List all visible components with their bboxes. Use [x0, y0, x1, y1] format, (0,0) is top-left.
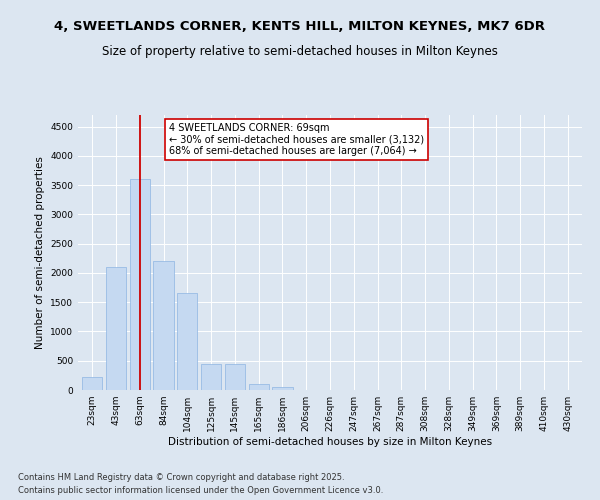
Text: 4, SWEETLANDS CORNER, KENTS HILL, MILTON KEYNES, MK7 6DR: 4, SWEETLANDS CORNER, KENTS HILL, MILTON…: [55, 20, 545, 33]
Y-axis label: Number of semi-detached properties: Number of semi-detached properties: [35, 156, 44, 349]
Text: Contains HM Land Registry data © Crown copyright and database right 2025.: Contains HM Land Registry data © Crown c…: [18, 474, 344, 482]
Bar: [177, 294, 197, 390]
Bar: [154, 262, 173, 390]
Bar: [272, 387, 293, 390]
Text: Size of property relative to semi-detached houses in Milton Keynes: Size of property relative to semi-detach…: [102, 45, 498, 58]
Bar: [225, 364, 245, 390]
Bar: [248, 384, 269, 390]
Text: Contains public sector information licensed under the Open Government Licence v3: Contains public sector information licen…: [18, 486, 383, 495]
Text: 4 SWEETLANDS CORNER: 69sqm
← 30% of semi-detached houses are smaller (3,132)
68%: 4 SWEETLANDS CORNER: 69sqm ← 30% of semi…: [169, 123, 424, 156]
Bar: [130, 180, 150, 390]
X-axis label: Distribution of semi-detached houses by size in Milton Keynes: Distribution of semi-detached houses by …: [168, 437, 492, 447]
Bar: [201, 364, 221, 390]
Bar: [82, 376, 103, 390]
Bar: [106, 267, 126, 390]
